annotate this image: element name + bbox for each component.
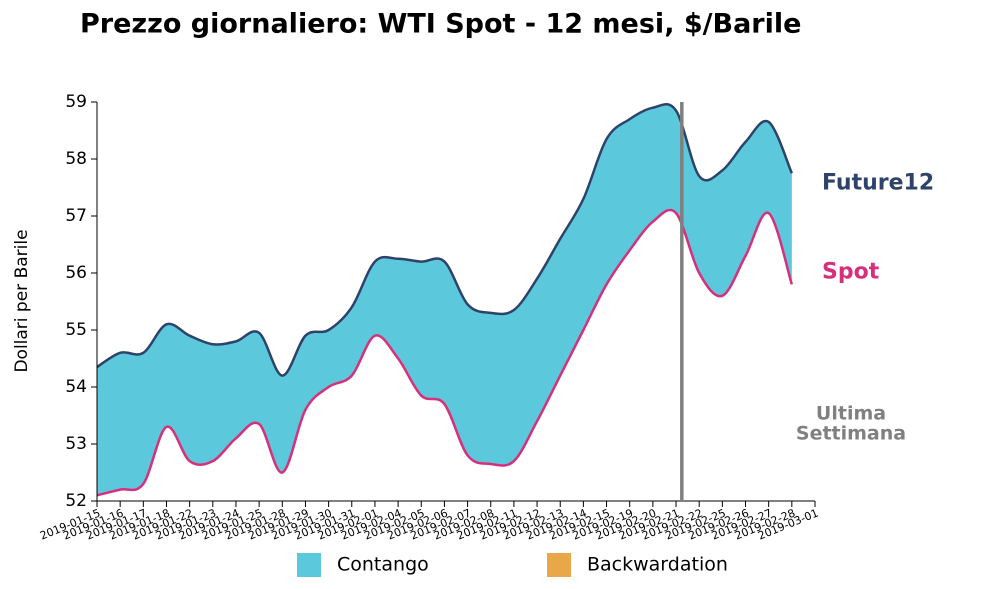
- y-tick-label: 57: [65, 206, 87, 226]
- last-week-label: Ultima: [816, 403, 886, 425]
- y-tick-label: 53: [65, 434, 87, 454]
- y-tick-label: 52: [65, 491, 87, 511]
- y-tick-label: 58: [65, 149, 87, 169]
- series-line: [96, 208, 794, 497]
- legend-swatch: [297, 553, 321, 577]
- series-line: [96, 103, 793, 377]
- legend-label: Contango: [337, 554, 429, 576]
- y-tick-label: 59: [65, 92, 87, 112]
- legend-swatch: [547, 553, 571, 577]
- y-tick-label: 56: [65, 263, 87, 283]
- series-label: Future12: [822, 170, 934, 195]
- chart-title: Prezzo giornaliero: WTI Spot - 12 mesi, …: [80, 9, 801, 40]
- legend-label: Backwardation: [587, 554, 728, 576]
- y-tick-label: 54: [65, 377, 87, 397]
- y-tick-label: 55: [65, 320, 87, 340]
- series-label: Spot: [822, 259, 880, 284]
- contango-fill: [97, 104, 792, 496]
- y-axis-label: Dollari per Barile: [12, 229, 32, 372]
- last-week-label: Settimana: [796, 423, 906, 445]
